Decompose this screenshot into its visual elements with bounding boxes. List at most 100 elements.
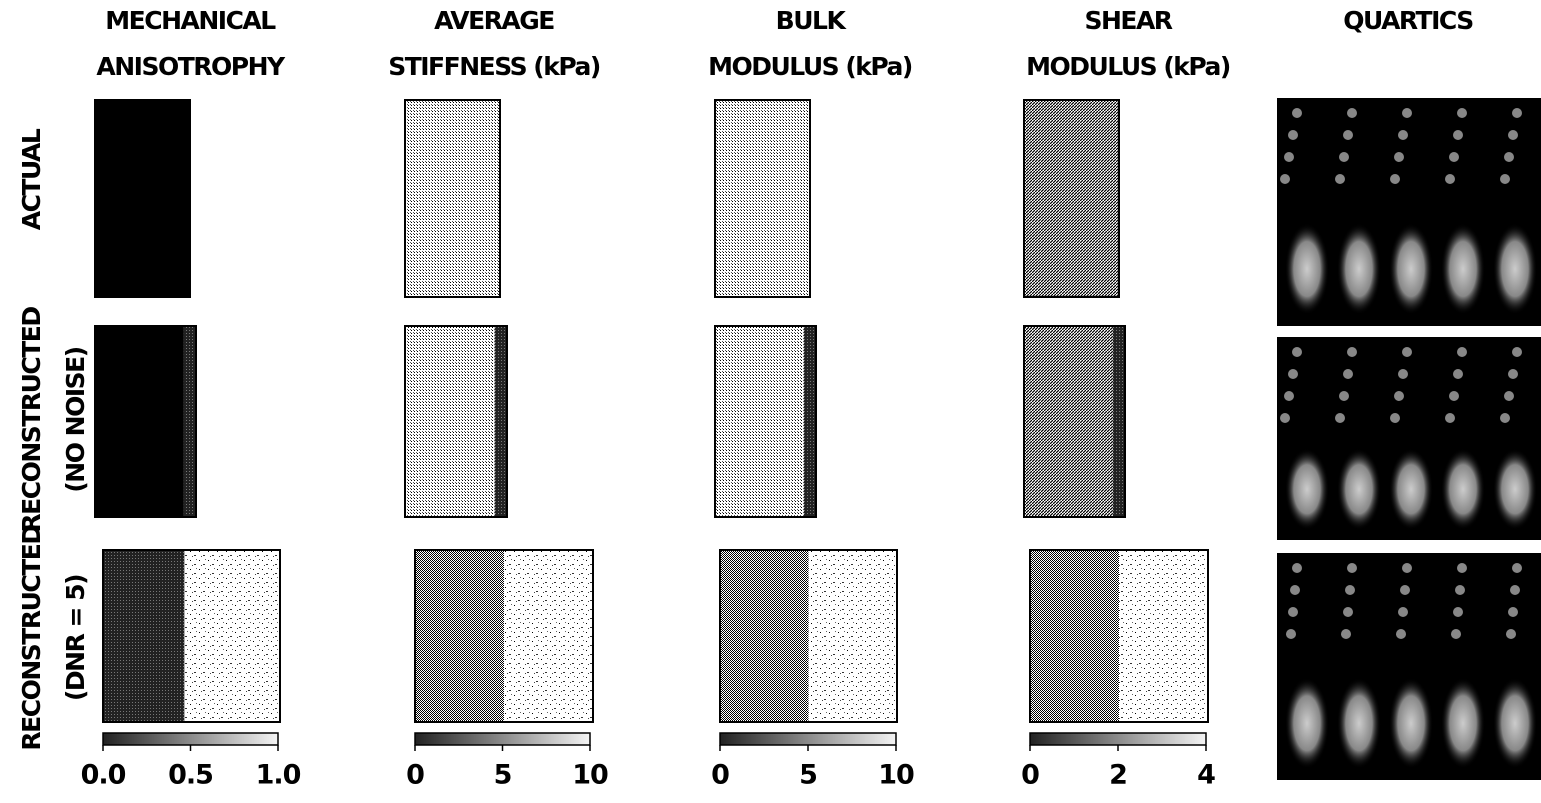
figure: MECHANICAL ANISOTROPHY AVERAGE STIFFNESS (k… <box>0 0 1541 803</box>
image-region <box>1024 326 1113 517</box>
image-region <box>1024 100 1119 297</box>
quartic-dot <box>1343 130 1353 140</box>
quartic-dot <box>1457 108 1467 118</box>
column-header: ANISOTROPHY <box>96 52 286 81</box>
quartic-dot <box>1398 369 1408 379</box>
quartic-blob <box>1285 449 1329 530</box>
quartic-dot <box>1343 369 1353 379</box>
quartic-dot <box>1504 152 1514 162</box>
colorbar-tick-label: 0.0 <box>81 760 126 791</box>
quartic-dot <box>1280 413 1290 423</box>
quartic-dot <box>1500 174 1510 184</box>
row-label: (NO NOISE) <box>61 347 90 492</box>
quartic-dot <box>1445 174 1455 184</box>
quartic-dot <box>1400 585 1410 595</box>
quartic-dot <box>1394 391 1404 401</box>
colorbar-tick-label: 5 <box>494 760 512 791</box>
quartic-blob <box>1337 223 1381 314</box>
quartic-dot <box>1347 347 1357 357</box>
quartic-dot <box>1284 152 1294 162</box>
colorbar-tick-label: 5 <box>799 760 817 791</box>
quartic-dot <box>1398 607 1408 617</box>
column-header: AVERAGE <box>434 6 554 35</box>
colorbar <box>103 733 278 745</box>
quartic-dot <box>1512 563 1522 573</box>
quartic-dot <box>1512 108 1522 118</box>
quartic-blob <box>1337 449 1381 530</box>
quartic-blob <box>1441 678 1485 769</box>
row-label: (DNR = 5) <box>61 575 90 701</box>
quartic-dot <box>1504 391 1514 401</box>
quartic-dot <box>1288 130 1298 140</box>
image-region <box>415 550 504 722</box>
image-region <box>804 326 816 517</box>
quartic-dot <box>1445 413 1455 423</box>
quartic-dot <box>1339 152 1349 162</box>
quartic-dot <box>1510 585 1520 595</box>
column-header: MODULUS (kPa) <box>1026 52 1230 81</box>
quartic-dot <box>1457 563 1467 573</box>
quartic-dot <box>1390 413 1400 423</box>
colorbar-tick-label: 0 <box>406 760 424 791</box>
row-label: RECONSTRUCTED <box>17 525 46 751</box>
colorbar-tick-label: 10 <box>878 760 914 791</box>
colorbar <box>720 733 896 745</box>
quartic-dot <box>1506 629 1516 639</box>
colorbar-tick-label: 4 <box>1197 760 1215 791</box>
image-region <box>103 550 184 722</box>
image-region <box>184 550 280 722</box>
quartic-dot <box>1457 347 1467 357</box>
colorbar <box>415 733 590 745</box>
column-header: BULK <box>776 6 848 35</box>
quartic-dot <box>1394 152 1404 162</box>
quartic-dot <box>1508 130 1518 140</box>
image-region <box>715 100 810 297</box>
image-region <box>405 100 500 297</box>
image-region <box>715 326 804 517</box>
quartic-dot <box>1453 369 1463 379</box>
colorbar <box>1030 733 1206 745</box>
quartic-blob <box>1285 678 1329 769</box>
quartic-dot <box>1449 391 1459 401</box>
column-header: MECHANICAL <box>105 6 276 35</box>
quartic-dot <box>1347 108 1357 118</box>
quartic-dot <box>1453 607 1463 617</box>
row-label: ACTUAL <box>17 128 46 230</box>
quartic-dot <box>1286 629 1296 639</box>
quartic-dot <box>1280 174 1290 184</box>
quartic-dot <box>1453 130 1463 140</box>
quartic-blob <box>1389 449 1433 530</box>
quartic-dot <box>1292 347 1302 357</box>
quartic-dot <box>1335 413 1345 423</box>
quartic-dot <box>1449 152 1459 162</box>
quartic-dot <box>1292 563 1302 573</box>
colorbar-tick-label: 10 <box>572 760 608 791</box>
colorbar-tick-label: 0 <box>1021 760 1039 791</box>
image-region <box>1030 550 1119 722</box>
quartic-blob <box>1441 223 1485 314</box>
quartic-dot <box>1347 563 1357 573</box>
quartic-dot <box>1402 108 1412 118</box>
colorbar-tick-label: 0 <box>711 760 729 791</box>
colorbar-tick-label: 2 <box>1109 760 1127 791</box>
column-header: STIFFNESS (kPa) <box>388 52 600 81</box>
quartic-dot <box>1402 563 1412 573</box>
row-label: RECONSTRUCTED <box>17 307 46 533</box>
quartic-blob <box>1337 678 1381 769</box>
quartic-dot <box>1345 585 1355 595</box>
colorbar-tick-label: 0.5 <box>168 760 213 791</box>
quartic-blob <box>1285 223 1329 314</box>
quartic-blob <box>1493 678 1537 769</box>
quartic-blob <box>1389 678 1433 769</box>
quartic-dot <box>1290 585 1300 595</box>
image-region <box>1119 550 1208 722</box>
quartic-dot <box>1390 174 1400 184</box>
quartic-dot <box>1508 369 1518 379</box>
image-region <box>809 550 898 722</box>
column-header: QUARTICS <box>1343 6 1473 35</box>
image-region <box>495 326 507 517</box>
image-region <box>1113 326 1125 517</box>
quartic-dot <box>1292 108 1302 118</box>
colorbar-tick-label: 1.0 <box>256 760 301 791</box>
quartic-dot <box>1508 607 1518 617</box>
